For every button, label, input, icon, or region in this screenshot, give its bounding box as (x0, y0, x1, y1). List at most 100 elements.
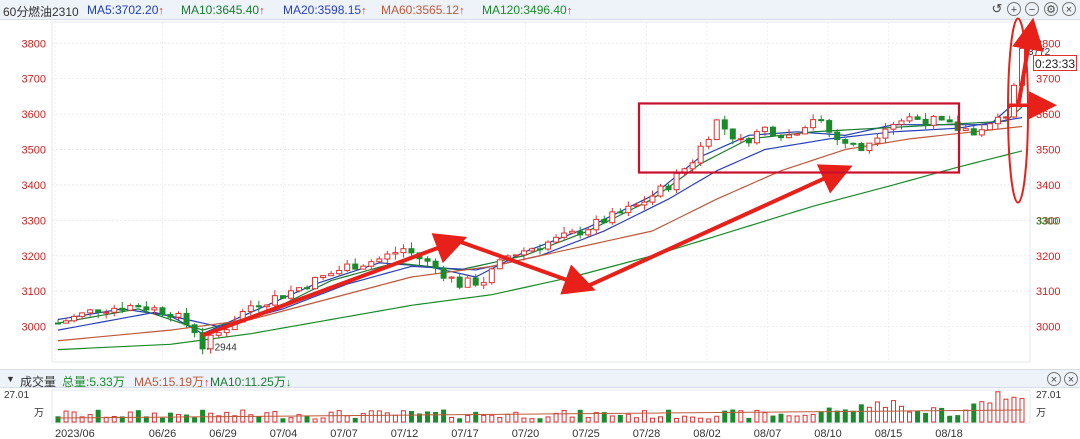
consolidation-box (637, 102, 961, 174)
volume-bar (754, 409, 760, 423)
candle-body (328, 273, 335, 277)
x-tick-label: 08/15 (875, 428, 903, 439)
x-tick-label: 07/20 (512, 428, 540, 439)
volume-bar (529, 418, 535, 423)
volume-bar (585, 417, 591, 423)
candle-body (689, 162, 696, 170)
candle-body (79, 312, 86, 317)
candle-body (392, 252, 399, 255)
volume-bar (987, 402, 993, 423)
candle-body (673, 172, 680, 191)
candle-body (71, 315, 78, 322)
annotation-overlay: ←2944 3772 (201, 17, 1057, 353)
volume-bar (794, 415, 800, 423)
candle-body (625, 205, 632, 214)
candle-body (488, 268, 495, 284)
x-tick-label: 07/12 (391, 428, 419, 439)
candle-body (577, 230, 584, 236)
y-tick-label-left: 3400 (22, 180, 46, 192)
volume-bar (513, 411, 519, 423)
chart-header: 60分 燃油2310 MA5:3702.20↑ MA10:3645.40↑ MA… (0, 0, 1080, 20)
candle-body (183, 312, 190, 326)
candle-body (761, 126, 768, 133)
volume-bar (874, 401, 880, 423)
candle-body (802, 127, 809, 135)
candle-body (175, 312, 182, 318)
volume-bar (738, 410, 744, 423)
settings-icon[interactable]: ⚙ (1044, 2, 1058, 16)
candle-body (617, 211, 624, 214)
volume-bar (850, 410, 856, 423)
volume-total: 总量:5.33万 (62, 375, 125, 389)
candle-body (609, 211, 616, 224)
y-tick-label-right: 3600 (1036, 109, 1060, 121)
y-tick-label-left: 3500 (22, 145, 46, 157)
volume-bar (344, 415, 350, 423)
volume-bar (706, 418, 712, 423)
candle-body (279, 295, 286, 299)
candle-body (223, 329, 230, 334)
candle-body (159, 307, 166, 316)
undo-icon[interactable]: ↺ (991, 1, 1003, 16)
trend-arrow (201, 233, 468, 338)
y-tick-label-right: 3400 (1036, 180, 1060, 192)
candle-body (906, 116, 913, 122)
candle-body (199, 332, 206, 350)
breakout-arrow (1012, 17, 1044, 108)
candle-body (713, 119, 720, 140)
countdown-badge: 0:23:33 (1033, 55, 1077, 71)
volume-close-icon[interactable]: × (1064, 372, 1078, 386)
candle-body (263, 304, 270, 308)
volume-bar (601, 412, 607, 423)
candle-body (95, 309, 102, 313)
volume-bar (433, 412, 439, 423)
x-tick-label: 07/28 (633, 428, 661, 439)
volume-bar (609, 415, 615, 423)
collapse-icon[interactable]: ▼ (6, 374, 15, 384)
candle-body (63, 320, 70, 324)
candle-body (649, 195, 656, 203)
candle-body (135, 305, 142, 308)
candle-body (866, 142, 873, 152)
volume-bar (714, 415, 720, 423)
candle-body (368, 261, 375, 267)
candle-body (970, 128, 977, 136)
period-label[interactable]: 60分 (3, 5, 29, 19)
volume-bar (208, 412, 214, 423)
ma20-legend: MA20:3598.15↑ (283, 3, 367, 17)
volume-bar (473, 411, 479, 423)
close-icon[interactable]: × (1062, 2, 1076, 16)
volume-bar (224, 411, 230, 423)
candle-body (810, 119, 817, 129)
y-tick-extra: 3300 (1036, 216, 1059, 227)
volume-bar (216, 415, 222, 423)
volume-bar (569, 416, 575, 423)
volume-bar (280, 418, 286, 423)
volume-top-right: 27.01 (1036, 390, 1061, 401)
volume-bar (352, 417, 358, 423)
volume-settings-icon[interactable]: × (1047, 372, 1061, 386)
candle-body (850, 142, 857, 145)
x-tick-label: 08/10 (814, 428, 842, 439)
y-tick-label-right: 3700 (1036, 74, 1060, 86)
volume-bar (232, 415, 238, 423)
volume-bar (939, 407, 945, 423)
zoom-out-icon[interactable]: − (1025, 2, 1039, 16)
x-tick-label: 07/04 (270, 428, 298, 439)
candle-body (569, 230, 576, 234)
volume-bar (248, 414, 254, 423)
candle-body (818, 119, 825, 122)
candle-body (528, 248, 535, 252)
volume-bar (505, 413, 511, 423)
volume-bar (111, 415, 117, 423)
x-tick-label: 08/07 (754, 428, 782, 439)
candle-body (376, 258, 383, 263)
candle-body (320, 275, 327, 278)
zoom-in-icon[interactable]: + (1007, 2, 1021, 16)
volume-bar (979, 401, 985, 423)
volume-bar (71, 411, 77, 423)
candle-body (408, 248, 415, 254)
volume-bar (899, 405, 904, 423)
volume-bar (320, 417, 326, 423)
